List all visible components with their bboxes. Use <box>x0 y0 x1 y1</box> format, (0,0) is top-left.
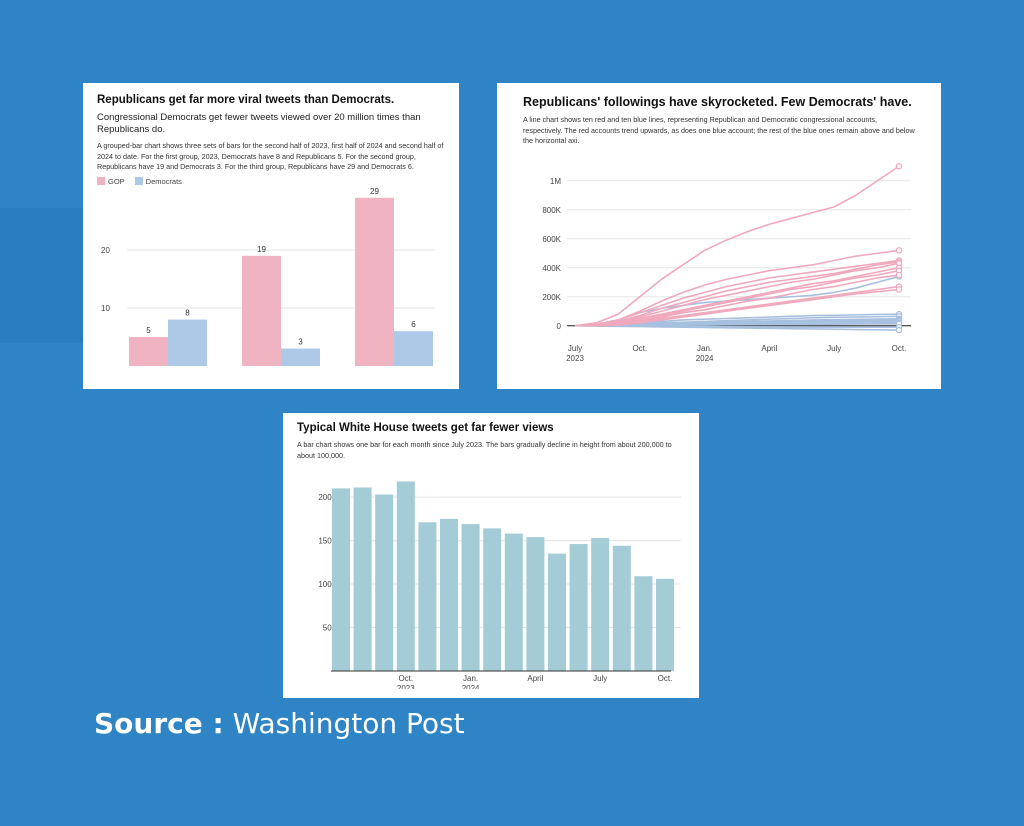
chart-title: Republicans' followings have skyrocketed… <box>523 95 912 109</box>
x-tick-label: Jan. <box>463 674 478 683</box>
legend-swatch <box>134 177 143 185</box>
bar <box>129 336 168 366</box>
bar <box>168 319 207 366</box>
bar <box>375 494 394 671</box>
bar <box>394 330 433 366</box>
bar <box>418 522 437 671</box>
series-line <box>574 324 900 331</box>
x-tick-sublabel: 2024 <box>462 684 480 689</box>
series-end-marker <box>895 285 903 293</box>
source-label: Source : <box>94 707 224 740</box>
bar <box>461 524 480 671</box>
series-end-marker <box>895 326 903 333</box>
y-tick-label: 150K <box>318 537 337 546</box>
series-end-marker <box>895 162 903 169</box>
bar <box>656 578 674 671</box>
series-end-marker <box>895 271 903 278</box>
series-line <box>575 288 900 327</box>
series-line <box>575 266 900 327</box>
source-value: Washington Post <box>232 707 465 740</box>
x-tick-sublabel: 2024 <box>696 354 714 363</box>
bar <box>281 348 320 366</box>
x-tick-sublabel: 2023 <box>566 354 584 363</box>
legend-label: Democrats <box>145 176 182 186</box>
legend-swatch <box>97 177 105 185</box>
y-tick-label: 600K <box>542 234 561 243</box>
x-tick-label: April <box>761 344 777 353</box>
y-tick-label: 0 <box>557 321 562 330</box>
bar <box>569 544 588 671</box>
y-tick-label: 10 <box>101 304 110 313</box>
y-tick-label: 200K <box>542 292 561 301</box>
y-tick-label: 100K <box>318 580 337 589</box>
x-tick-label: Oct. <box>892 344 907 353</box>
y-tick-label: 800K <box>542 205 561 214</box>
legend-item-democrats: Democrats <box>134 176 182 186</box>
x-tick-sublabel: 2023 <box>397 684 415 689</box>
x-tick-label: Jan. <box>697 344 712 353</box>
x-tick-label: July <box>568 344 582 353</box>
bar <box>440 518 458 671</box>
data-label: 29 <box>370 186 379 195</box>
legend: GOP Democrats <box>97 177 445 186</box>
series-end-marker <box>895 246 903 254</box>
chart-title: Republicans get far more viral tweets th… <box>97 94 395 106</box>
viral-tweets-card: Republicans get far more viral tweets th… <box>83 83 459 389</box>
x-tick-label: Oct. <box>398 674 413 683</box>
chart-subtitle: Congressional Democrats get fewer tweets… <box>97 112 421 135</box>
bar <box>504 533 523 671</box>
y-tick-label: 20 <box>101 246 110 255</box>
bar <box>242 255 281 366</box>
y-tick-label: 400K <box>542 263 561 272</box>
data-label: 19 <box>257 244 266 253</box>
chart-description: A grouped-bar chart shows three sets of … <box>97 141 444 171</box>
y-tick-label: 1M <box>550 176 561 185</box>
x-tick-label: Oct. <box>658 674 673 683</box>
legend-item-gop: GOP <box>97 177 125 186</box>
y-tick-label: 200K <box>318 493 337 502</box>
followings-card: Republicans' followings have skyrocketed… <box>497 83 941 389</box>
bar <box>591 537 610 671</box>
data-label: 8 <box>185 308 190 317</box>
x-tick-label: April <box>527 674 543 683</box>
bar <box>548 553 566 671</box>
data-label: 3 <box>298 337 303 346</box>
data-label: 5 <box>146 326 151 335</box>
x-tick-label: Oct. <box>632 344 647 353</box>
white-house-card: Typical White House tweets get far fewer… <box>283 413 699 698</box>
bar <box>396 481 415 671</box>
grouped-bar-chart: 10 20 5 19 29 8 3 6 <box>101 186 435 366</box>
series-line <box>574 262 900 327</box>
chart-description: A bar chart shows one bar for each month… <box>297 440 672 460</box>
legend-label: GOP <box>108 176 125 186</box>
x-tick-label: July <box>593 674 607 683</box>
bar <box>353 487 372 671</box>
source-caption: Source : Washington Post <box>94 707 465 740</box>
x-tick-label: July <box>827 344 841 353</box>
bar <box>526 537 545 671</box>
series-line <box>574 165 900 327</box>
series-line <box>574 260 900 327</box>
bar <box>634 576 653 671</box>
bar <box>355 197 394 366</box>
chart-title: Typical White House tweets get far fewer… <box>297 422 554 434</box>
series-line <box>575 269 900 327</box>
bar <box>612 545 631 671</box>
bar <box>332 488 350 671</box>
data-label: 6 <box>411 320 416 329</box>
bar <box>483 528 502 671</box>
series-line <box>574 259 900 327</box>
chart-description: A line chart shows ten red and ten blue … <box>523 115 915 145</box>
y-tick-label: 50K <box>323 624 338 633</box>
